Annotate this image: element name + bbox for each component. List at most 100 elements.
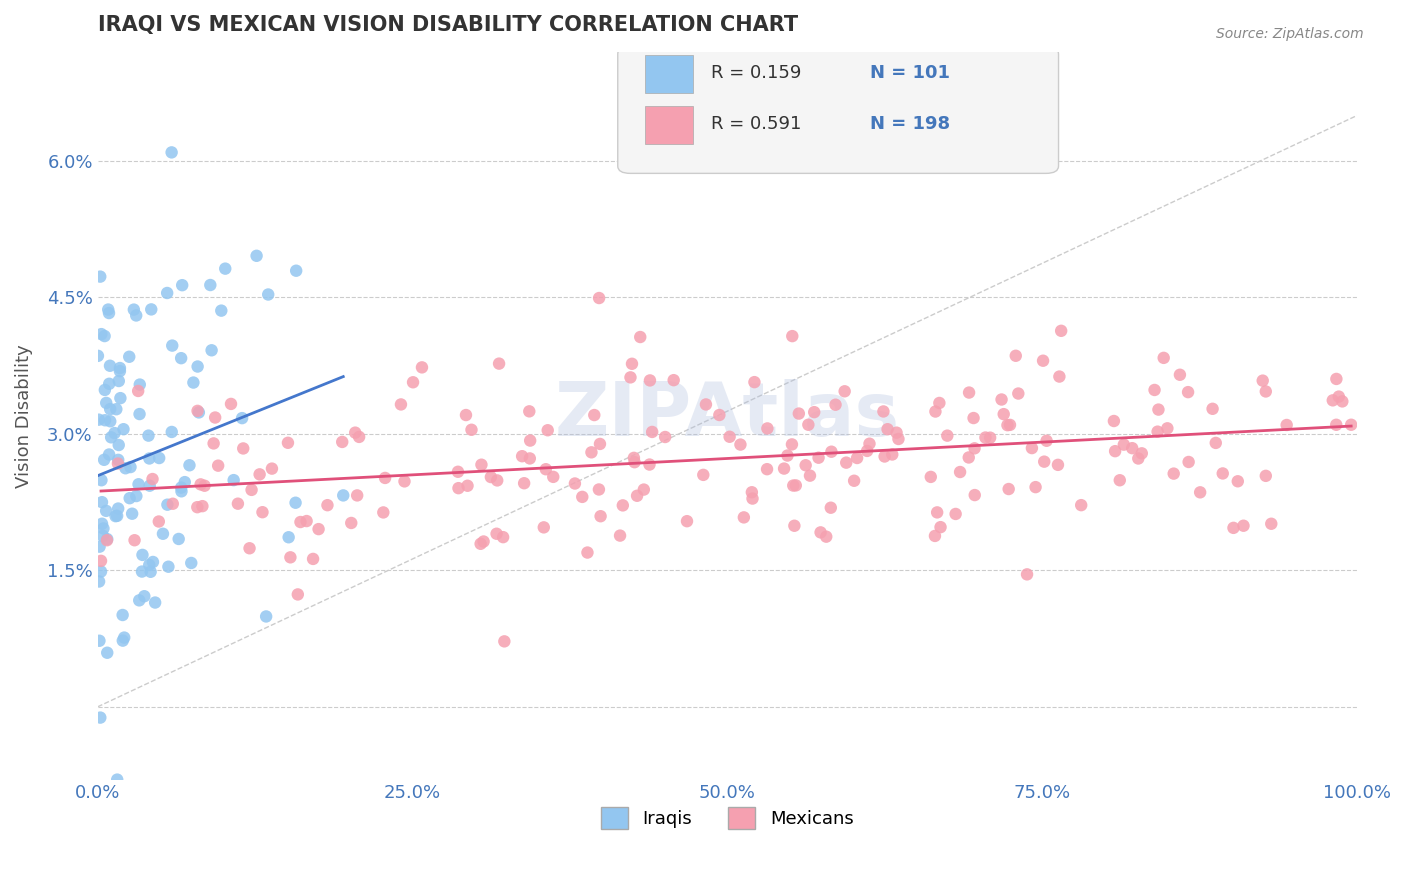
- Point: [156, 285, 179, 300]
- Point: [709, 408, 731, 422]
- FancyBboxPatch shape: [617, 46, 1059, 173]
- Point: [346, 488, 368, 502]
- Point: [112, 631, 135, 645]
- Point: [1130, 446, 1153, 460]
- Point: [886, 425, 908, 440]
- Point: [114, 461, 136, 475]
- Point: [626, 489, 648, 503]
- Point: [1222, 521, 1244, 535]
- Point: [128, 477, 150, 491]
- Point: [1254, 468, 1277, 483]
- Point: [485, 526, 508, 541]
- Point: [94, 383, 117, 397]
- Point: [316, 498, 339, 512]
- Point: [1251, 374, 1274, 388]
- Point: [756, 462, 779, 476]
- Point: [820, 500, 842, 515]
- Point: [108, 364, 131, 378]
- Point: [287, 587, 309, 601]
- Point: [517, 404, 540, 418]
- Point: [1128, 451, 1150, 466]
- Point: [1025, 480, 1047, 494]
- Point: [457, 479, 479, 493]
- Point: [90, 565, 112, 579]
- Point: [89, 540, 111, 554]
- Point: [187, 404, 209, 418]
- Point: [537, 423, 560, 437]
- Point: [1177, 385, 1199, 400]
- Point: [460, 423, 482, 437]
- Point: [1168, 368, 1191, 382]
- Point: [162, 338, 184, 352]
- Point: [105, 402, 128, 417]
- Point: [125, 309, 148, 323]
- Point: [93, 521, 115, 535]
- Text: N = 101: N = 101: [870, 64, 949, 82]
- Point: [89, 710, 111, 724]
- Point: [834, 384, 856, 399]
- Point: [1102, 414, 1125, 428]
- Point: [226, 497, 249, 511]
- Point: [619, 370, 641, 384]
- Point: [589, 437, 612, 451]
- Point: [138, 451, 160, 466]
- Point: [842, 474, 865, 488]
- Point: [98, 359, 121, 373]
- Point: [997, 418, 1019, 433]
- Point: [799, 468, 821, 483]
- Point: [1070, 498, 1092, 512]
- Point: [1322, 393, 1344, 408]
- Point: [1177, 455, 1199, 469]
- Point: [773, 461, 796, 475]
- Point: [141, 472, 163, 486]
- Point: [128, 593, 150, 607]
- Point: [104, 509, 127, 524]
- Point: [89, 633, 111, 648]
- Point: [990, 392, 1012, 407]
- Point: [1035, 434, 1057, 448]
- Point: [927, 505, 949, 519]
- Point: [162, 497, 184, 511]
- Point: [187, 359, 209, 374]
- Point: [470, 458, 492, 472]
- Point: [285, 263, 308, 277]
- Point: [807, 450, 830, 465]
- Point: [131, 565, 153, 579]
- Point: [571, 490, 593, 504]
- Point: [928, 396, 950, 410]
- Point: [104, 426, 127, 441]
- Text: R = 0.591: R = 0.591: [711, 115, 801, 133]
- Point: [756, 421, 779, 435]
- Point: [638, 458, 661, 472]
- Point: [252, 505, 274, 519]
- Point: [91, 495, 114, 509]
- Point: [797, 417, 820, 432]
- Point: [783, 518, 806, 533]
- Point: [1032, 353, 1054, 368]
- Point: [91, 516, 114, 531]
- Point: [90, 327, 112, 342]
- Point: [127, 384, 149, 398]
- Point: [94, 413, 117, 427]
- Point: [191, 499, 214, 513]
- Point: [963, 442, 986, 456]
- Point: [179, 458, 201, 473]
- Point: [929, 520, 952, 534]
- Point: [882, 448, 904, 462]
- Point: [949, 465, 972, 479]
- Point: [180, 556, 202, 570]
- Point: [1147, 402, 1170, 417]
- Point: [782, 329, 804, 343]
- Point: [479, 470, 502, 484]
- Point: [470, 537, 492, 551]
- Point: [872, 404, 894, 418]
- Point: [820, 444, 842, 458]
- Point: [111, 607, 134, 622]
- Y-axis label: Vision Disability: Vision Disability: [15, 343, 32, 488]
- Point: [201, 343, 224, 358]
- Point: [87, 412, 110, 426]
- Point: [98, 402, 121, 417]
- Point: [692, 467, 714, 482]
- Point: [810, 525, 832, 540]
- Point: [347, 430, 370, 444]
